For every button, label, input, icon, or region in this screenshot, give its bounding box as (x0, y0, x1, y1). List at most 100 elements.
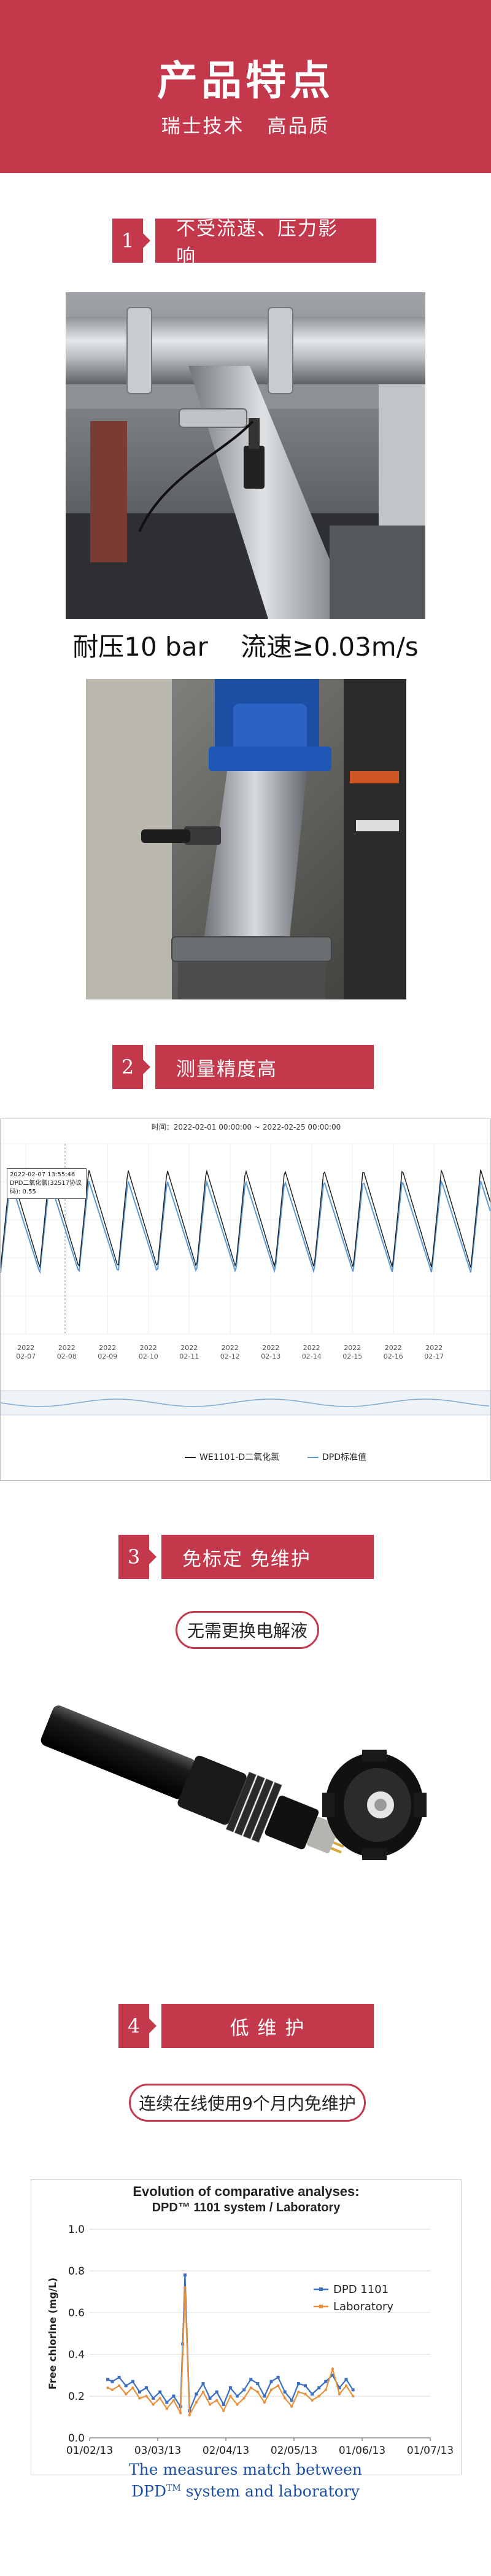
section-label: 免标定 免维护 (161, 1535, 374, 1579)
x-tick-label: 02/05/13 (271, 2445, 317, 2457)
legend-swatch (307, 1457, 319, 1458)
data-point (208, 2396, 212, 2400)
chart-time-range: 时间：2022-02-01 00:00:00 ~ 2022-02-25 00:0… (151, 1123, 341, 1131)
data-point (331, 2367, 334, 2370)
legend-marker (319, 2305, 323, 2308)
section-number: 1 (112, 219, 143, 263)
data-point (201, 2391, 205, 2394)
data-point (138, 2397, 141, 2400)
x-tick-year: 2022 (58, 1344, 75, 1352)
data-point (110, 2380, 114, 2383)
data-point (184, 2286, 187, 2289)
caption-line-1: The measures match between (128, 2461, 363, 2478)
data-point (179, 2411, 182, 2415)
data-point (263, 2401, 266, 2404)
subtitle-quality: 高品质 (267, 115, 330, 138)
data-point (276, 2375, 280, 2379)
legend-label: Laboratory (333, 2300, 393, 2313)
section-label: 不受流速、压力影响 (155, 218, 376, 268)
data-point (201, 2382, 205, 2386)
x-tick-label: 02-15 (342, 1352, 362, 1360)
comparison-chart-plot: 0.0 0.2 0.4 0.6 0.8 1.0 01/02/13 03/03/13 02/04/… (47, 2224, 454, 2457)
series-line-we1101 (1, 1169, 490, 1269)
legend-series-a: WE1101-D二氧化氯 (185, 1451, 279, 1463)
x-tick-year: 2022 (385, 1344, 402, 1352)
data-point (249, 2386, 252, 2389)
x-tick-label: 02-09 (98, 1352, 117, 1360)
legend-series-b: DPD标准值 (307, 1451, 366, 1463)
x-tick-label: 03/03/13 (134, 2445, 181, 2457)
x-tick-year: 2022 (262, 1344, 279, 1352)
data-point (296, 2382, 300, 2386)
data-point (208, 2403, 212, 2406)
x-tick-label: 01/07/13 (407, 2445, 454, 2457)
y-tick-label: 0.2 (68, 2391, 85, 2403)
x-tick-label: 01/06/13 (339, 2445, 385, 2457)
data-point (181, 2353, 184, 2356)
data-point (236, 2403, 239, 2406)
spec-flow: 流速≥0.03m/s (241, 632, 419, 662)
x-tick-label: 02-16 (384, 1352, 403, 1360)
data-point (338, 2392, 341, 2396)
x-tick-label: 02-11 (179, 1352, 199, 1360)
x-tick-year: 2022 (222, 1344, 239, 1352)
data-point (324, 2388, 327, 2391)
data-point (242, 2388, 246, 2392)
data-point (297, 2391, 300, 2394)
chart-caption: The measures match between DPDTM system … (0, 2461, 491, 2500)
arrow-icon (143, 233, 150, 248)
data-point (338, 2386, 341, 2389)
page-subtitle: 瑞士技术 高品质 (0, 111, 491, 138)
data-point (215, 2399, 218, 2402)
data-point (188, 2413, 191, 2416)
data-point (222, 2409, 225, 2412)
x-tick-label: 02-12 (220, 1352, 240, 1360)
data-point (131, 2386, 134, 2389)
y-tick-label: 0.6 (68, 2307, 85, 2319)
x-tick-label: 02/04/13 (203, 2445, 249, 2457)
x-tick-year: 2022 (344, 1344, 361, 1352)
data-point (236, 2394, 239, 2398)
data-point (256, 2382, 260, 2386)
data-point (131, 2380, 134, 2383)
data-point (351, 2388, 355, 2392)
x-tick-year: 2022 (425, 1344, 443, 1352)
data-point (195, 2401, 198, 2404)
caption-line-2: DPDTM system and laboratory (131, 2482, 360, 2500)
data-point (106, 2378, 110, 2381)
data-point (137, 2390, 141, 2394)
x-tick-label: 02-08 (57, 1352, 77, 1360)
section-1-title: 1 不受流速、压力影响 (112, 218, 376, 268)
arrow-icon (143, 1060, 150, 1074)
data-point (290, 2399, 293, 2402)
legend-label: DPD 1101 (333, 2283, 389, 2296)
data-point (317, 2394, 320, 2398)
section-label: 低 维 护 (161, 2004, 374, 2048)
data-point (195, 2392, 198, 2396)
data-point (106, 2386, 109, 2389)
data-point (110, 2388, 114, 2391)
chart-tooltip: 2022-02-07 13:55:46 DPD二氧化氯(32517协议码): 0… (7, 1168, 87, 1199)
data-point (152, 2396, 155, 2400)
spec-pressure: 耐压10 bar (72, 632, 208, 662)
data-point (242, 2397, 246, 2400)
pipe-sensor-photo (66, 292, 425, 619)
x-tick-year: 2022 (99, 1344, 116, 1352)
section-4-title: 4 低 维 护 (118, 2004, 374, 2048)
data-point (249, 2378, 253, 2381)
data-point (283, 2390, 287, 2394)
arrow-icon (149, 2019, 157, 2033)
data-point (344, 2378, 348, 2381)
legend-swatch (185, 1457, 196, 1458)
data-point (331, 2373, 334, 2377)
data-point (145, 2394, 148, 2398)
data-point (158, 2390, 162, 2394)
data-point (172, 2399, 176, 2402)
data-point (317, 2386, 321, 2389)
data-point (269, 2380, 273, 2383)
data-point (165, 2407, 168, 2410)
legend-marker (319, 2287, 323, 2291)
data-point (269, 2388, 273, 2391)
maintenance-capsule: 连续在线使用9个月内免维护 (129, 2084, 366, 2122)
section-3-title: 3 免标定 免维护 (118, 1535, 374, 1579)
